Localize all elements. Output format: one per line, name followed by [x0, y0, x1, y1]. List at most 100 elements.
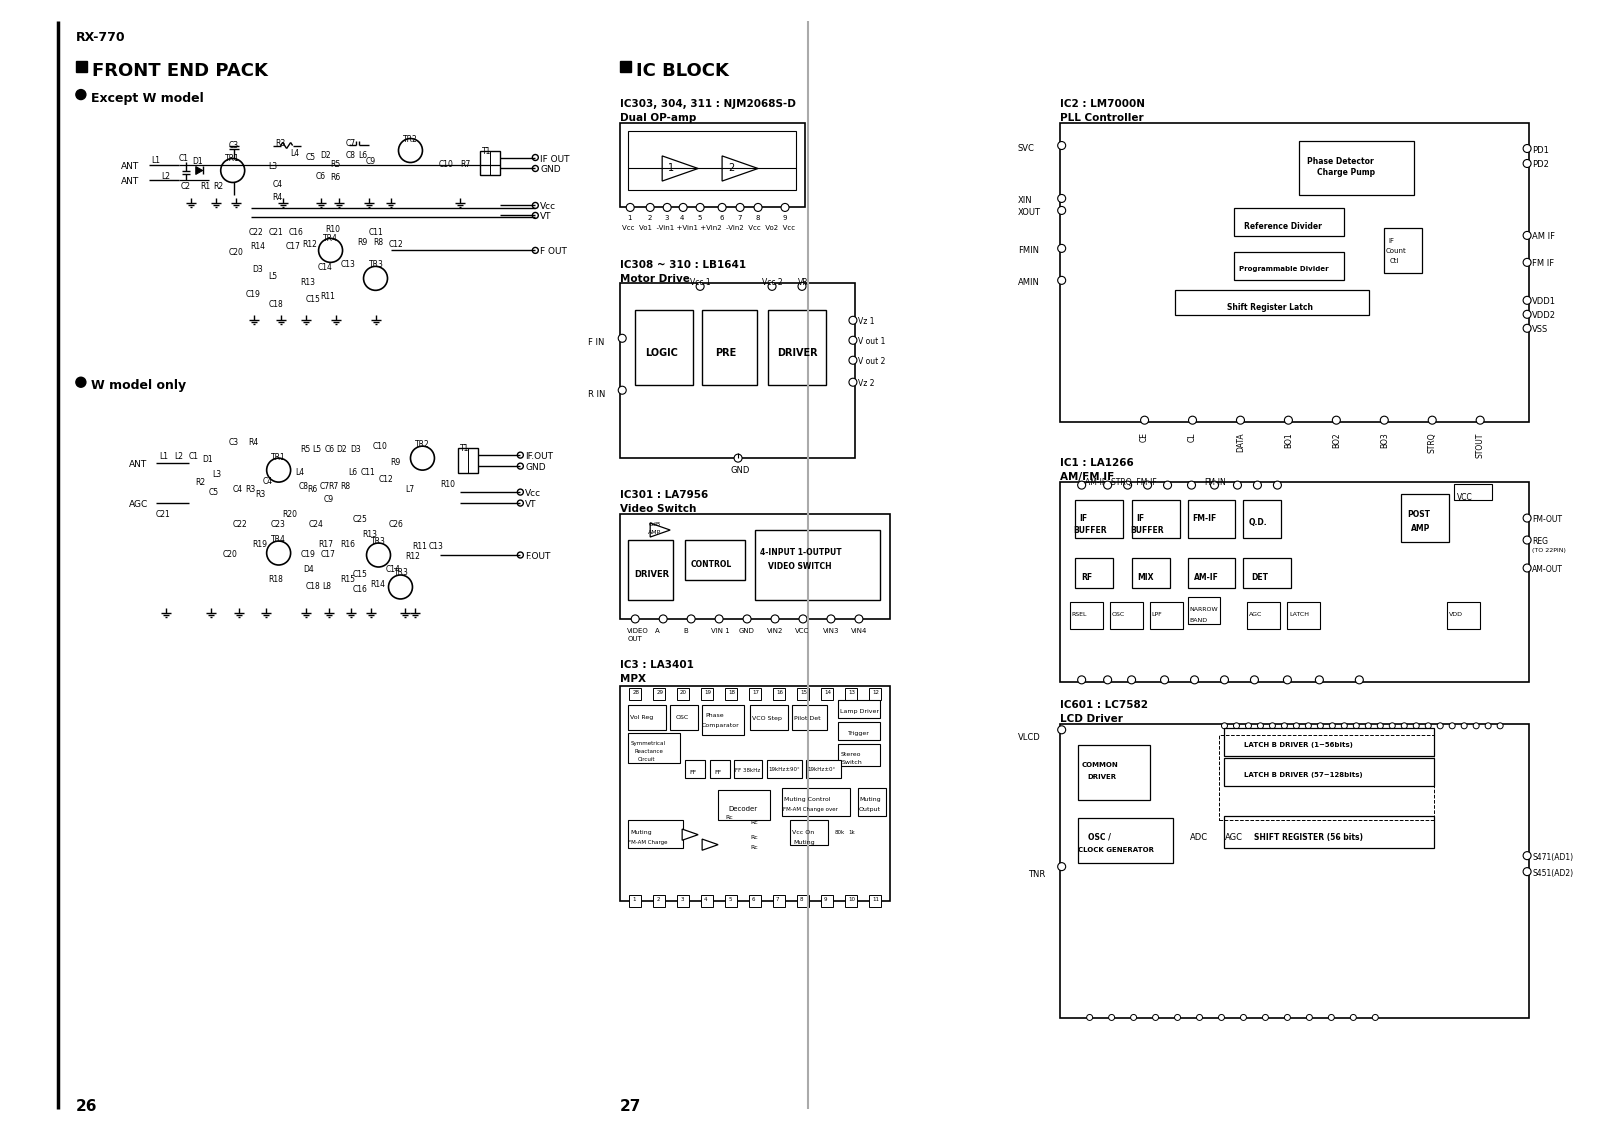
Text: R10: R10 — [325, 225, 341, 234]
Text: F IN: F IN — [589, 338, 605, 348]
Bar — [773, 894, 786, 907]
Text: L2: L2 — [160, 172, 170, 181]
Circle shape — [696, 204, 704, 212]
Circle shape — [1477, 417, 1485, 424]
Text: 1k: 1k — [848, 830, 854, 834]
Text: FMIN: FMIN — [1018, 247, 1038, 256]
Text: Phase Detector: Phase Detector — [1307, 156, 1374, 165]
Bar — [480, 151, 501, 175]
Circle shape — [1328, 1014, 1334, 1020]
Text: IF: IF — [1136, 514, 1144, 523]
Text: 3: 3 — [680, 897, 683, 901]
Text: C6: C6 — [315, 172, 326, 181]
Circle shape — [626, 204, 634, 212]
Circle shape — [1523, 310, 1531, 318]
Text: R19: R19 — [253, 540, 267, 549]
Text: VDD2: VDD2 — [1533, 311, 1557, 320]
Text: 18: 18 — [728, 689, 734, 695]
Text: GND: GND — [739, 628, 755, 634]
Text: C4: C4 — [232, 486, 243, 494]
Circle shape — [1109, 1014, 1115, 1020]
Text: IF: IF — [1389, 239, 1394, 245]
Text: 19: 19 — [704, 689, 710, 695]
Text: R14: R14 — [251, 242, 266, 251]
Text: C2: C2 — [181, 182, 190, 191]
Text: C18: C18 — [306, 582, 320, 591]
Text: R15: R15 — [341, 575, 355, 584]
Text: VR: VR — [798, 278, 808, 288]
Circle shape — [1373, 1014, 1378, 1020]
Text: 20: 20 — [680, 689, 686, 695]
Circle shape — [662, 204, 670, 212]
Text: DET: DET — [1251, 573, 1269, 582]
Text: A: A — [654, 628, 659, 634]
Text: 2: 2 — [728, 163, 734, 173]
Circle shape — [734, 454, 742, 462]
Circle shape — [1317, 723, 1323, 729]
Circle shape — [1450, 723, 1454, 729]
Polygon shape — [195, 166, 203, 174]
Text: R8: R8 — [373, 239, 384, 248]
Text: 7: 7 — [738, 215, 741, 222]
Text: CL: CL — [1189, 432, 1197, 441]
Circle shape — [533, 213, 538, 218]
Text: C1: C1 — [189, 452, 198, 461]
Circle shape — [533, 248, 538, 254]
Text: Phase: Phase — [706, 713, 723, 718]
Text: 9: 9 — [782, 215, 787, 222]
Text: D2: D2 — [336, 445, 347, 454]
Text: Rc: Rc — [750, 844, 758, 850]
Text: R8: R8 — [341, 482, 350, 491]
Text: AM-IF  STRQ  FM-IF: AM-IF STRQ FM-IF — [1085, 478, 1157, 487]
Text: VIN3: VIN3 — [822, 628, 840, 634]
Text: R1: R1 — [200, 182, 211, 191]
Text: Vz 2: Vz 2 — [858, 379, 875, 388]
Text: L4: L4 — [296, 469, 304, 477]
Bar — [1070, 602, 1102, 629]
Text: IF.OUT: IF.OUT — [525, 452, 554, 461]
Circle shape — [754, 204, 762, 212]
Text: Decoder: Decoder — [728, 806, 757, 812]
Text: VIN2: VIN2 — [766, 628, 784, 634]
Text: V out 1: V out 1 — [858, 337, 885, 346]
Circle shape — [318, 239, 342, 263]
Text: ANT: ANT — [130, 460, 147, 469]
Circle shape — [850, 357, 858, 365]
Text: C14: C14 — [386, 565, 400, 574]
Bar — [725, 688, 738, 700]
Circle shape — [1285, 1014, 1290, 1020]
Text: 11: 11 — [872, 897, 878, 901]
Circle shape — [1104, 676, 1112, 684]
Bar — [1078, 745, 1149, 799]
Text: 8: 8 — [800, 897, 803, 901]
Bar — [845, 688, 858, 700]
Bar — [1288, 602, 1320, 629]
Text: Charge Pump: Charge Pump — [1317, 169, 1376, 178]
Text: Muting: Muting — [794, 840, 814, 844]
Text: TR1: TR1 — [270, 453, 285, 462]
Text: FF: FF — [714, 770, 722, 774]
Bar — [685, 540, 746, 580]
Text: C7: C7 — [320, 482, 330, 491]
Text: DATA: DATA — [1235, 432, 1245, 452]
Text: Reactance: Reactance — [634, 748, 662, 754]
Circle shape — [267, 458, 291, 482]
Bar — [621, 61, 632, 71]
Circle shape — [1333, 417, 1341, 424]
Text: C15: C15 — [306, 295, 320, 305]
Circle shape — [1262, 1014, 1269, 1020]
Text: C16: C16 — [352, 585, 368, 594]
Text: Muting Control: Muting Control — [784, 797, 830, 801]
Text: 14: 14 — [824, 689, 830, 695]
Text: C17: C17 — [286, 242, 301, 251]
Bar — [725, 894, 738, 907]
Text: C12: C12 — [389, 240, 403, 249]
Text: IC2 : LM7000N: IC2 : LM7000N — [1059, 98, 1144, 109]
Text: TR2: TR2 — [414, 440, 429, 449]
Text: TR3: TR3 — [371, 537, 386, 546]
Circle shape — [1245, 723, 1251, 729]
Bar — [1402, 494, 1450, 542]
Text: AMP: AMP — [1411, 524, 1430, 533]
Bar — [653, 688, 666, 700]
Text: AM-IF: AM-IF — [1194, 573, 1218, 582]
